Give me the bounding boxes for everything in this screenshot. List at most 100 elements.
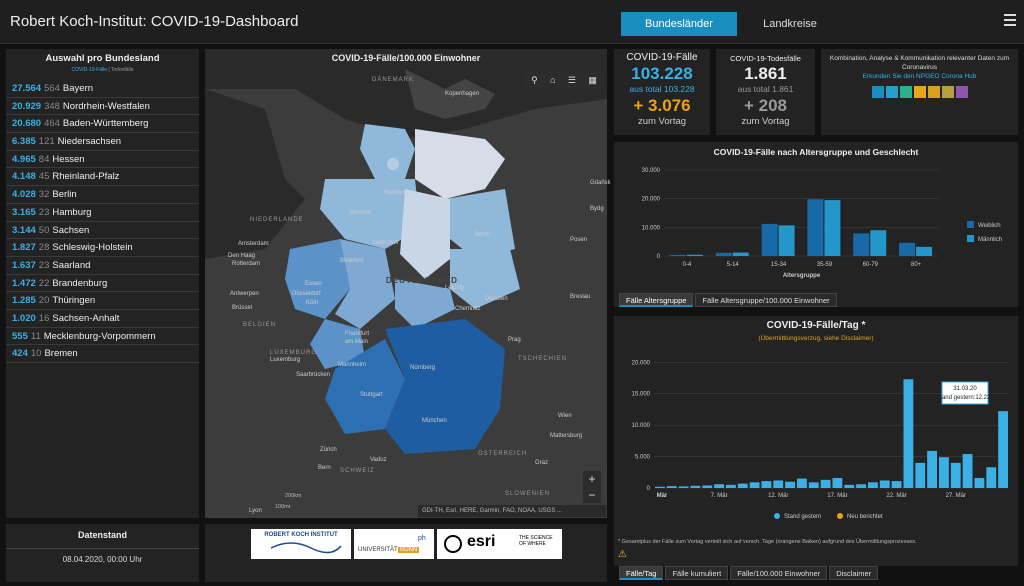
map-label-denhaag1: Den Haag (228, 253, 256, 259)
daily-bar (891, 481, 902, 488)
tab-faelle-100k[interactable]: Fälle/100.000 Einwohner (730, 566, 828, 580)
daily-y-tick: 0 (647, 486, 651, 492)
datenstand-value: 08.04.2020, 00:00 Uhr (62, 555, 143, 564)
daily-chart: 0 5.000 10.000 15.000 20.000 Mär 7. Mär 12. Mär… (632, 360, 1009, 520)
map-label-mattersburg: Mattersburg (550, 433, 583, 439)
map-panel[interactable]: COVID-19-Fälle/100.000 Einwohner ⚲ ⌂ ☰ ▦ (205, 49, 607, 518)
legend-separator: | (107, 67, 112, 73)
age-x-tick: 5-14 (727, 262, 740, 268)
state-deaths: 23 (38, 259, 50, 271)
map-label-slowenien: SLOWENIEN (505, 491, 551, 497)
search-icon[interactable]: ⚲ (531, 74, 538, 85)
daily-chart-tabs: Fälle/Tag Fälle kumuliert Fälle/100.000 … (619, 566, 879, 580)
state-row[interactable]: 1.637 23 Saarland (6, 257, 199, 275)
lines-icon[interactable] (927, 86, 940, 98)
state-row[interactable]: 20.929 348 Nordrhein-Westfalen (6, 98, 199, 116)
zoom-out-button[interactable]: − (583, 487, 601, 503)
age-bar (916, 246, 933, 256)
state-row[interactable]: 3.144 50 Sachsen (6, 222, 199, 240)
tab-bundeslaender[interactable]: Bundesländer (621, 12, 737, 36)
chart-icon[interactable] (913, 86, 926, 98)
state-cases: 20.929 (12, 100, 42, 112)
age-y-tick: 10.000 (642, 225, 661, 231)
age-bar (686, 254, 703, 256)
age-bar (778, 225, 795, 256)
rki-logo[interactable]: ROBERT KOCH INSTITUT (251, 529, 351, 559)
map-label-mannheim: Mannheim (338, 362, 367, 368)
state-row[interactable]: 1.285 20 Thüringen (6, 292, 199, 310)
daily-bar (726, 484, 736, 488)
tab-faelle-tag[interactable]: Fälle/Tag (619, 566, 664, 580)
tab-disclaimer[interactable]: Disclaimer (829, 566, 879, 580)
state-row[interactable]: 4.965 84 Hessen (6, 151, 199, 169)
state-name: Brandenburg (52, 277, 108, 289)
heart-icon[interactable] (899, 86, 912, 98)
state-deaths: 16 (38, 312, 50, 324)
map-label-danemark: DÄNEMARK (372, 77, 415, 83)
map-label-amsterdam: Amsterdam (238, 241, 269, 247)
state-deaths: 45 (38, 171, 50, 183)
state-row[interactable]: 4.148 45 Rheinland-Pfalz (6, 168, 199, 187)
scale-mi: 100mi (275, 504, 290, 510)
state-row[interactable]: 4.028 32 Berlin (6, 186, 199, 204)
state-cases: 1.020 (12, 312, 36, 324)
daily-bar (702, 485, 713, 488)
daily-chart-panel: COVID-19-Fälle/Tag * (Übermittlungsverzu… (614, 316, 1018, 566)
tab-landkreise[interactable]: Landkreise (763, 18, 817, 30)
state-cases: 1.637 (12, 259, 36, 271)
menu-icon[interactable] (1004, 14, 1016, 26)
daily-bar (962, 454, 973, 488)
daily-y-tick: 5.000 (635, 455, 651, 461)
daily-legend-label: Stand gestern (784, 514, 821, 520)
qr-icon[interactable]: ▦ (588, 74, 597, 85)
state-deaths: 11 (30, 330, 41, 342)
state-deaths: 23 (38, 206, 50, 218)
daily-bar (678, 486, 689, 488)
logos-panel: ROBERT KOCH INSTITUT UNIVERSITÄT BONN ph… (205, 524, 607, 582)
state-row[interactable]: 555 11 Mecklenburg-Vorpommern (6, 328, 199, 346)
daily-chart-subtitle: (Übermittlungsverzug, siehe Disclaimer) (758, 335, 874, 342)
rki-logo-text: ROBERT KOCH INSTITUT (264, 532, 338, 538)
hands-icon[interactable] (885, 86, 898, 98)
map-label-oesterreich: ÖSTERREICH (478, 451, 528, 457)
state-row[interactable]: 424 10 Bremen (6, 345, 199, 363)
state-row[interactable]: 27.564 564 Bayern (6, 80, 199, 98)
age-y-tick: 30.000 (642, 168, 661, 174)
state-name: Niedersachsen (57, 136, 122, 148)
age-y-tick: 0 (657, 254, 661, 260)
state-row[interactable]: 1.827 28 Schleswig-Holstein (6, 239, 199, 257)
state-row[interactable]: 1.020 16 Sachsen-Anhalt (6, 310, 199, 328)
state-deaths: 121 (38, 136, 55, 148)
state-row[interactable]: 3.165 23 Hamburg (6, 204, 199, 222)
state-row[interactable]: 20.680 464 Baden-Württemberg (6, 115, 199, 134)
home-icon[interactable]: ⌂ (550, 75, 556, 85)
zoom-in-button[interactable]: + (583, 471, 601, 487)
map-label-frankfurt2: am Main (345, 339, 369, 345)
daily-bar (797, 478, 807, 488)
list-icon[interactable]: ☰ (567, 74, 576, 85)
map-label-luxemburg_city: Luxemburg (270, 357, 301, 363)
map-label-denhaag2: Rotterdam (232, 261, 261, 267)
car-icon[interactable] (941, 86, 954, 98)
people-icon[interactable] (871, 86, 884, 98)
uni-bonn-logo[interactable]: UNIVERSITÄT BONN ph (354, 529, 434, 559)
esri-logo[interactable]: esri THE SCIENCE OF WHERE (437, 529, 562, 559)
hub-link[interactable]: Erkunden Sie den NPGEO Corona Hub (862, 73, 977, 80)
daily-bar (690, 485, 701, 488)
map-label-muenchen: München (422, 418, 447, 424)
tab-faelle-altersgruppe[interactable]: Fälle Altersgruppe (619, 293, 694, 307)
age-legend-swatch (967, 235, 974, 242)
map-label-breslau: Breslau (570, 294, 591, 300)
age-chart-title: COVID-19-Fälle nach Altersgruppe und Ges… (713, 147, 919, 157)
daily-bar (927, 450, 937, 488)
state-name: Rheinland-Pfalz (52, 171, 120, 183)
map-label-nuernberg: Nürnberg (410, 365, 436, 371)
tab-faelle-kumuliert[interactable]: Fälle kumuliert (665, 566, 729, 580)
daily-bar (903, 379, 914, 488)
tab-altersgruppe-100k[interactable]: Fälle Altersgruppe/100.000 Einwohner (695, 293, 837, 307)
map-label-kopenhagen: Kopenhagen (445, 91, 480, 97)
building-icon[interactable] (955, 86, 968, 98)
state-row[interactable]: 6.385 121 Niedersachsen (6, 133, 199, 151)
state-row[interactable]: 1.472 22 Brandenburg (6, 275, 199, 293)
map-label-stuttgart: Stuttgart (360, 392, 383, 398)
